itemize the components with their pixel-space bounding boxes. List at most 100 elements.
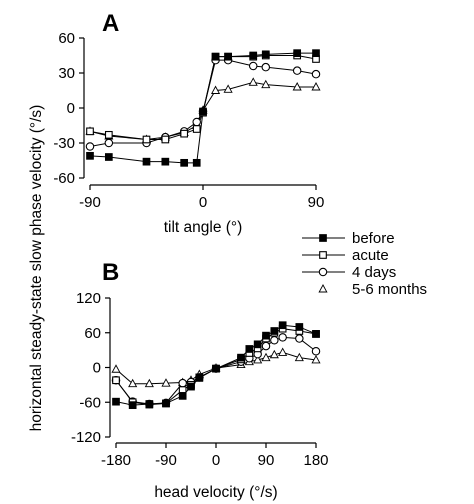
panel-b-letter: B [102, 259, 119, 286]
y-tick-label: 30 [58, 65, 75, 82]
data-point-5-6-months [269, 349, 279, 359]
data-point-before [211, 52, 220, 61]
x-tick-label: -90 [79, 194, 101, 211]
data-point-acute [104, 130, 113, 139]
data-point-4-days [311, 347, 321, 356]
y-tick-label: 60 [58, 30, 75, 47]
data-point-5-6-months [294, 352, 304, 362]
data-point-before [86, 151, 94, 160]
data-point-4-days [261, 341, 271, 351]
x-tick-label: 0 [212, 452, 220, 469]
data-point-before [145, 400, 154, 408]
data-point-before [253, 340, 262, 349]
data-point-before [128, 401, 137, 409]
data-point-4-days [85, 142, 95, 151]
data-point-4-days [278, 333, 287, 342]
legend-marker-4-days [318, 267, 328, 277]
data-point-4-days [104, 138, 114, 148]
data-point-before [112, 397, 120, 406]
data-point-before [104, 153, 113, 161]
data-point-acute [161, 135, 170, 144]
data-point-before [199, 107, 207, 116]
data-point-5-6-months [261, 352, 271, 362]
y-tick-label: 120 [76, 290, 101, 307]
legend-label-4-days: 4 days [352, 264, 396, 281]
data-point-4-days [248, 61, 258, 71]
data-point-acute [142, 135, 151, 144]
data-point-before [270, 327, 279, 335]
data-point-5-6-months [210, 85, 221, 94]
series-line-5-6-months [115, 351, 317, 385]
data-point-before [161, 157, 170, 166]
data-point-4-days [295, 334, 304, 343]
data-point-5-6-months [261, 79, 271, 89]
data-point-before [180, 158, 189, 167]
x-tick-label: 90 [258, 452, 275, 469]
x-tick-label: 0 [199, 194, 207, 211]
y-tick-label: 60 [84, 325, 101, 342]
data-point-before [245, 345, 254, 353]
data-point-4-days [311, 69, 321, 79]
series-line-4-days [115, 336, 317, 405]
data-point-before [312, 49, 320, 58]
data-point-acute [112, 376, 120, 385]
data-point-4-days [178, 378, 187, 388]
data-point-before [212, 364, 220, 373]
data-point-5-6-months [253, 355, 263, 364]
x-tick-label: 90 [308, 194, 325, 211]
data-point-5-6-months [161, 378, 171, 387]
shared-y-axis-title: horizontal steady-state slow phase veloc… [28, 105, 45, 432]
data-point-5-6-months [248, 77, 258, 86]
y-tick-label: -120 [71, 429, 101, 446]
data-point-before [261, 50, 270, 59]
x-tick-label: -180 [101, 452, 131, 469]
data-point-acute [180, 129, 189, 138]
panel-a-letter: A [102, 10, 119, 37]
series-line-acute [115, 328, 317, 406]
data-point-5-6-months [144, 378, 154, 388]
chart-panel-b: -120 -60 0 60 120 -180 -90 0 90 180 head velocity … [71, 290, 329, 501]
chart-panel-a: -60 -30 0 30 60 -90 0 90 tilt angle (°) [53, 30, 324, 236]
data-point-5-6-months [292, 82, 302, 91]
data-point-before [262, 331, 270, 340]
data-point-before [293, 49, 302, 58]
legend-marker-before [319, 234, 327, 242]
y-tick-label: -30 [53, 135, 75, 152]
legend-marker-5-6-months [318, 284, 328, 293]
data-point-5-6-months [128, 378, 138, 388]
data-point-before [295, 323, 304, 331]
data-point-acute [192, 125, 201, 133]
data-point-4-days [270, 336, 279, 345]
data-point-before [237, 353, 245, 362]
data-point-before [278, 321, 287, 330]
x-tick-label: 180 [303, 452, 328, 469]
legend-label-5-6-months: 5-6 months [352, 281, 427, 298]
data-point-5-6-months [311, 355, 321, 364]
data-point-before [178, 392, 187, 400]
data-point-5-6-months [111, 364, 121, 373]
y-tick-label: -60 [53, 170, 75, 187]
data-point-4-days [261, 62, 271, 72]
legend-label-before: before [352, 230, 395, 247]
data-point-4-days [192, 117, 201, 127]
data-point-before [142, 157, 151, 166]
x-tick-label: -90 [155, 452, 177, 469]
legend-label-acute: acute [352, 247, 389, 264]
data-point-before [312, 330, 320, 338]
data-point-before [192, 158, 201, 167]
data-point-5-6-months [223, 84, 233, 93]
data-point-before [249, 51, 258, 60]
x-axis-title: tilt angle (°) [164, 219, 243, 236]
legend-marker-acute [319, 251, 327, 259]
data-point-before [162, 399, 170, 408]
data-point-5-6-months [278, 347, 288, 356]
y-tick-label: 0 [67, 100, 75, 117]
data-point-before [195, 374, 204, 382]
series-line-acute [89, 55, 317, 140]
data-point-acute [86, 127, 94, 136]
x-axis-title: head velocity (°/s) [154, 484, 277, 501]
data-point-5-6-months [311, 82, 321, 91]
y-tick-label: -60 [79, 394, 101, 411]
